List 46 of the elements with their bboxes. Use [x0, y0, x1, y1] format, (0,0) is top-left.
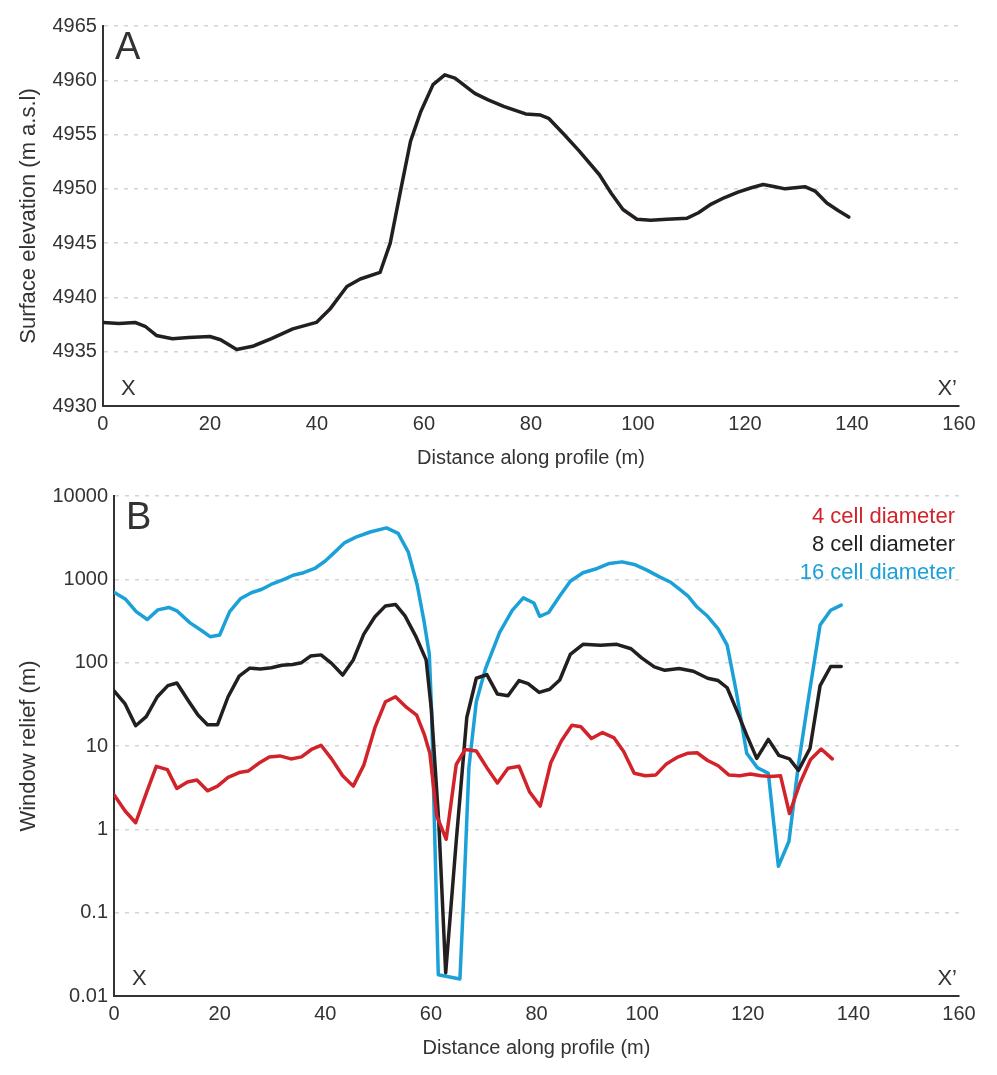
x-axis-title: Distance along profile (m)	[417, 445, 645, 468]
x-tick-label: 120	[731, 1001, 765, 1024]
x-tick-label: 40	[314, 1001, 337, 1024]
x-tick-label: 60	[412, 411, 436, 434]
y-tick-label: 1	[96, 816, 109, 839]
y-tick-label: 100	[74, 650, 109, 673]
text: 8 cell diameter	[811, 531, 955, 557]
x-tick-label: 100	[621, 411, 655, 434]
x-tick-label: 60	[419, 1001, 443, 1024]
y-tick-label: 4930	[52, 393, 97, 416]
annotation: A	[114, 25, 141, 68]
y-axis-title: Window relief (m)	[15, 660, 41, 832]
x-tick-label: 120	[728, 411, 762, 434]
y-tick-label: 4955	[52, 122, 97, 145]
x-tick-label: 140	[835, 411, 869, 434]
annotation: X’	[937, 965, 957, 991]
y-tick-label: 10	[85, 733, 109, 756]
y-tick-label: 4945	[52, 230, 97, 253]
x-tick-label: 20	[208, 1001, 231, 1024]
y-axis-title: Surface elevation (m a.s.l)	[15, 88, 41, 344]
annotation: X’	[937, 375, 957, 401]
x-tick-label: 0	[108, 1001, 120, 1024]
annotation: B	[126, 495, 152, 538]
annotation: X	[120, 375, 136, 401]
y-tick-label: 4935	[52, 339, 97, 362]
x-tick-label: 160	[942, 1001, 976, 1024]
y-tick-label: 0.1	[80, 900, 109, 923]
y-tick-label: 4965	[52, 13, 97, 36]
x-tick-label: 140	[836, 1001, 871, 1024]
text: 4 cell diameter	[811, 503, 955, 529]
y-tick-label: 0.01	[69, 983, 109, 1006]
x-tick-label: 100	[625, 1001, 659, 1024]
y-tick-label: 4960	[52, 67, 97, 90]
y-tick-label: 4950	[52, 176, 97, 199]
x-tick-label: 80	[525, 1001, 548, 1024]
y-tick-label: 1000	[63, 566, 109, 589]
x-tick-label: 40	[305, 411, 329, 434]
series-label: 16 cell diameter	[799, 559, 955, 585]
x-axis-title: Distance along profile (m)	[422, 1035, 651, 1058]
x-tick-label: 0	[97, 411, 109, 434]
x-tick-label: 80	[519, 411, 543, 434]
y-tick-label: 4940	[52, 284, 97, 307]
x-tick-label: 160	[942, 411, 976, 434]
annotation: X	[132, 965, 148, 991]
x-tick-label: 20	[198, 411, 222, 434]
y-tick-label: 10000	[52, 483, 109, 506]
